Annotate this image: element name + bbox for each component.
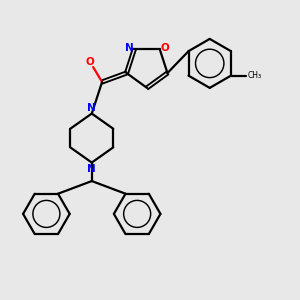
Text: CH₃: CH₃ bbox=[248, 71, 262, 80]
Text: O: O bbox=[161, 44, 170, 53]
Text: N: N bbox=[87, 164, 96, 173]
Text: O: O bbox=[86, 57, 94, 67]
Text: N: N bbox=[87, 103, 96, 112]
Text: N: N bbox=[124, 44, 134, 53]
